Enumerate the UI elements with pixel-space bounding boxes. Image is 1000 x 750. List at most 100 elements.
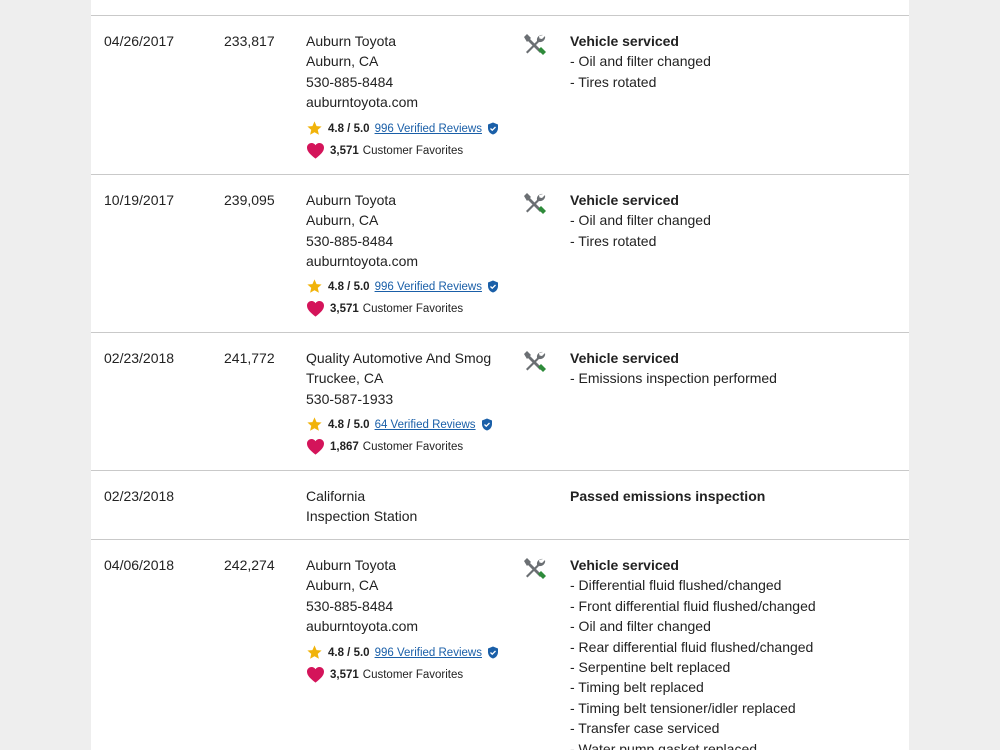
verified-reviews-link[interactable]: 996 Verified Reviews — [374, 646, 482, 659]
verified-shield-icon — [487, 122, 498, 135]
service-tools-icon — [524, 351, 546, 372]
comment-line: - Transfer case serviced — [570, 720, 720, 737]
source-phone: 530-885-8484 — [306, 73, 394, 90]
record-mileage: 241,772 — [224, 350, 275, 366]
record-comments: Vehicle serviced - Emissions inspection … — [570, 348, 900, 389]
comment-title: Passed emissions inspection — [570, 488, 766, 504]
source-location: Auburn, CA — [306, 53, 379, 70]
favorites-label: Customer Favorites — [362, 144, 464, 157]
record-source: Auburn Toyota Auburn, CA 530-885-8484 au… — [306, 190, 526, 272]
comment-line: - Water pump gasket replaced — [570, 740, 758, 750]
record-date: 04/06/2018 — [104, 557, 175, 573]
source-name: Auburn Toyota — [306, 33, 397, 49]
favorites-count: 1,867 — [330, 440, 359, 453]
record-comments: Passed emissions inspection — [570, 486, 900, 506]
source-name: Auburn Toyota — [306, 192, 397, 208]
record-mileage: 242,274 — [224, 557, 275, 573]
service-tools-icon — [524, 558, 546, 579]
customer-favorites: 3,571 Customer Favorites — [306, 300, 463, 317]
customer-favorites: 1,867 Customer Favorites — [306, 438, 463, 455]
star-icon — [307, 279, 322, 293]
source-website[interactable]: auburntoyota.com — [306, 94, 419, 111]
record-comments: Vehicle serviced - Differential fluid fl… — [570, 555, 900, 750]
favorites-label: Customer Favorites — [362, 302, 464, 315]
comment-line: - Oil and filter changed — [570, 618, 711, 635]
dealer-rating: 4.8 / 5.0 996 Verified Reviews — [306, 644, 499, 661]
favorites-count: 3,571 — [330, 668, 359, 681]
verified-reviews-link[interactable]: 996 Verified Reviews — [374, 122, 482, 135]
source-name: Auburn Toyota — [306, 557, 397, 573]
service-tools-icon — [524, 34, 546, 55]
comment-line: - Serpentine belt replaced — [570, 659, 731, 676]
history-record: 04/26/2017 233,817 Auburn Toyota Auburn,… — [91, 15, 909, 174]
favorites-label: Customer Favorites — [362, 668, 464, 681]
comment-line: - Rear differential fluid flushed/change… — [570, 638, 814, 655]
verified-reviews-link[interactable]: 64 Verified Reviews — [374, 418, 476, 431]
heart-icon — [307, 667, 324, 683]
comment-title: Vehicle serviced — [570, 557, 679, 573]
comment-line: - Oil and filter changed — [570, 212, 711, 229]
record-source: Auburn Toyota Auburn, CA 530-885-8484 au… — [306, 31, 526, 113]
source-location: Auburn, CA — [306, 212, 379, 229]
verified-shield-icon — [487, 646, 498, 659]
favorites-count: 3,571 — [330, 302, 359, 315]
verified-reviews-link[interactable]: 996 Verified Reviews — [374, 280, 482, 293]
service-tools-icon — [524, 193, 546, 214]
history-record: 02/23/2018 241,772 Quality Automotive An… — [91, 332, 909, 471]
comment-title: Vehicle serviced — [570, 350, 679, 366]
record-mileage: 239,095 — [224, 192, 275, 208]
favorites-count: 3,571 — [330, 144, 359, 157]
vehicle-history-panel: 04/26/2017 233,817 Auburn Toyota Auburn,… — [91, 0, 909, 750]
source-name: California — [306, 488, 366, 504]
source-phone: 530-885-8484 — [306, 232, 394, 249]
comment-line: - Emissions inspection performed — [570, 370, 777, 387]
source-website[interactable]: auburntoyota.com — [306, 618, 419, 635]
record-mileage: 233,817 — [224, 33, 275, 49]
customer-favorites: 3,571 Customer Favorites — [306, 666, 463, 683]
customer-favorites: 3,571 Customer Favorites — [306, 142, 463, 159]
history-record: 10/19/2017 239,095 Auburn Toyota Auburn,… — [91, 174, 909, 333]
comment-line: - Front differential fluid flushed/chang… — [570, 597, 816, 614]
record-comments: Vehicle serviced - Oil and filter change… — [570, 190, 900, 251]
comment-line: - Tires rotated — [570, 232, 657, 249]
dealer-rating: 4.8 / 5.0 996 Verified Reviews — [306, 120, 499, 137]
source-name: Quality Automotive And Smog — [306, 350, 492, 366]
history-record: 02/23/2018 California Inspection Station… — [91, 470, 909, 540]
source-website[interactable]: auburntoyota.com — [306, 253, 419, 270]
rating-score: 4.8 / 5.0 — [328, 280, 370, 293]
source-phone: 530-885-8484 — [306, 597, 394, 614]
record-date: 02/23/2018 — [104, 350, 175, 366]
comment-line: - Tires rotated — [570, 73, 657, 90]
source-type: Inspection Station — [306, 508, 418, 525]
heart-icon — [307, 439, 324, 455]
source-phone: 530-587-1933 — [306, 390, 394, 407]
rating-score: 4.8 / 5.0 — [328, 646, 370, 659]
record-date: 10/19/2017 — [104, 192, 175, 208]
record-source: Quality Automotive And Smog Truckee, CA … — [306, 348, 526, 409]
source-location: Truckee, CA — [306, 370, 384, 387]
heart-icon — [307, 301, 324, 317]
record-date: 02/23/2018 — [104, 488, 175, 504]
comment-line: - Oil and filter changed — [570, 53, 711, 70]
comment-title: Vehicle serviced — [570, 33, 679, 49]
record-date: 04/26/2017 — [104, 33, 175, 49]
heart-icon — [307, 143, 324, 159]
comment-line: - Timing belt tensioner/idler replaced — [570, 699, 796, 716]
dealer-rating: 4.8 / 5.0 996 Verified Reviews — [306, 278, 499, 295]
record-comments: Vehicle serviced - Oil and filter change… — [570, 31, 900, 92]
record-source: Auburn Toyota Auburn, CA 530-885-8484 au… — [306, 555, 526, 637]
dealer-rating: 4.8 / 5.0 64 Verified Reviews — [306, 416, 493, 433]
verified-shield-icon — [487, 280, 498, 293]
comment-line: - Timing belt replaced — [570, 679, 704, 696]
comment-title: Vehicle serviced — [570, 192, 679, 208]
source-location: Auburn, CA — [306, 577, 379, 594]
rating-score: 4.8 / 5.0 — [328, 418, 370, 431]
star-icon — [307, 417, 322, 431]
verified-shield-icon — [481, 418, 492, 431]
rating-score: 4.8 / 5.0 — [328, 122, 370, 135]
star-icon — [307, 645, 322, 659]
comment-line: - Differential fluid flushed/changed — [570, 577, 782, 594]
favorites-label: Customer Favorites — [362, 440, 464, 453]
record-source: California Inspection Station — [306, 486, 526, 527]
history-record: 04/06/2018 242,274 Auburn Toyota Auburn,… — [91, 539, 909, 750]
